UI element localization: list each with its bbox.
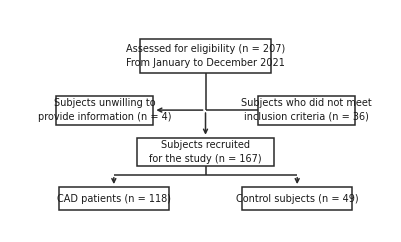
FancyBboxPatch shape [137, 138, 274, 166]
Text: CAD patients (n = 118): CAD patients (n = 118) [57, 194, 171, 204]
Text: Subjects unwilling to
provide information (n = 4): Subjects unwilling to provide informatio… [38, 98, 171, 122]
FancyBboxPatch shape [140, 39, 271, 73]
FancyBboxPatch shape [59, 187, 169, 210]
Text: Subjects who did not meet
inclusion criteria (n = 36): Subjects who did not meet inclusion crit… [241, 98, 372, 122]
Text: Subjects recruited
for the study (n = 167): Subjects recruited for the study (n = 16… [149, 140, 262, 164]
FancyBboxPatch shape [242, 187, 352, 210]
Text: Assessed for eligibility (n = 207)
From January to December 2021: Assessed for eligibility (n = 207) From … [126, 44, 285, 68]
FancyBboxPatch shape [56, 96, 154, 125]
FancyBboxPatch shape [257, 96, 355, 125]
Text: Control subjects (n = 49): Control subjects (n = 49) [236, 194, 358, 204]
